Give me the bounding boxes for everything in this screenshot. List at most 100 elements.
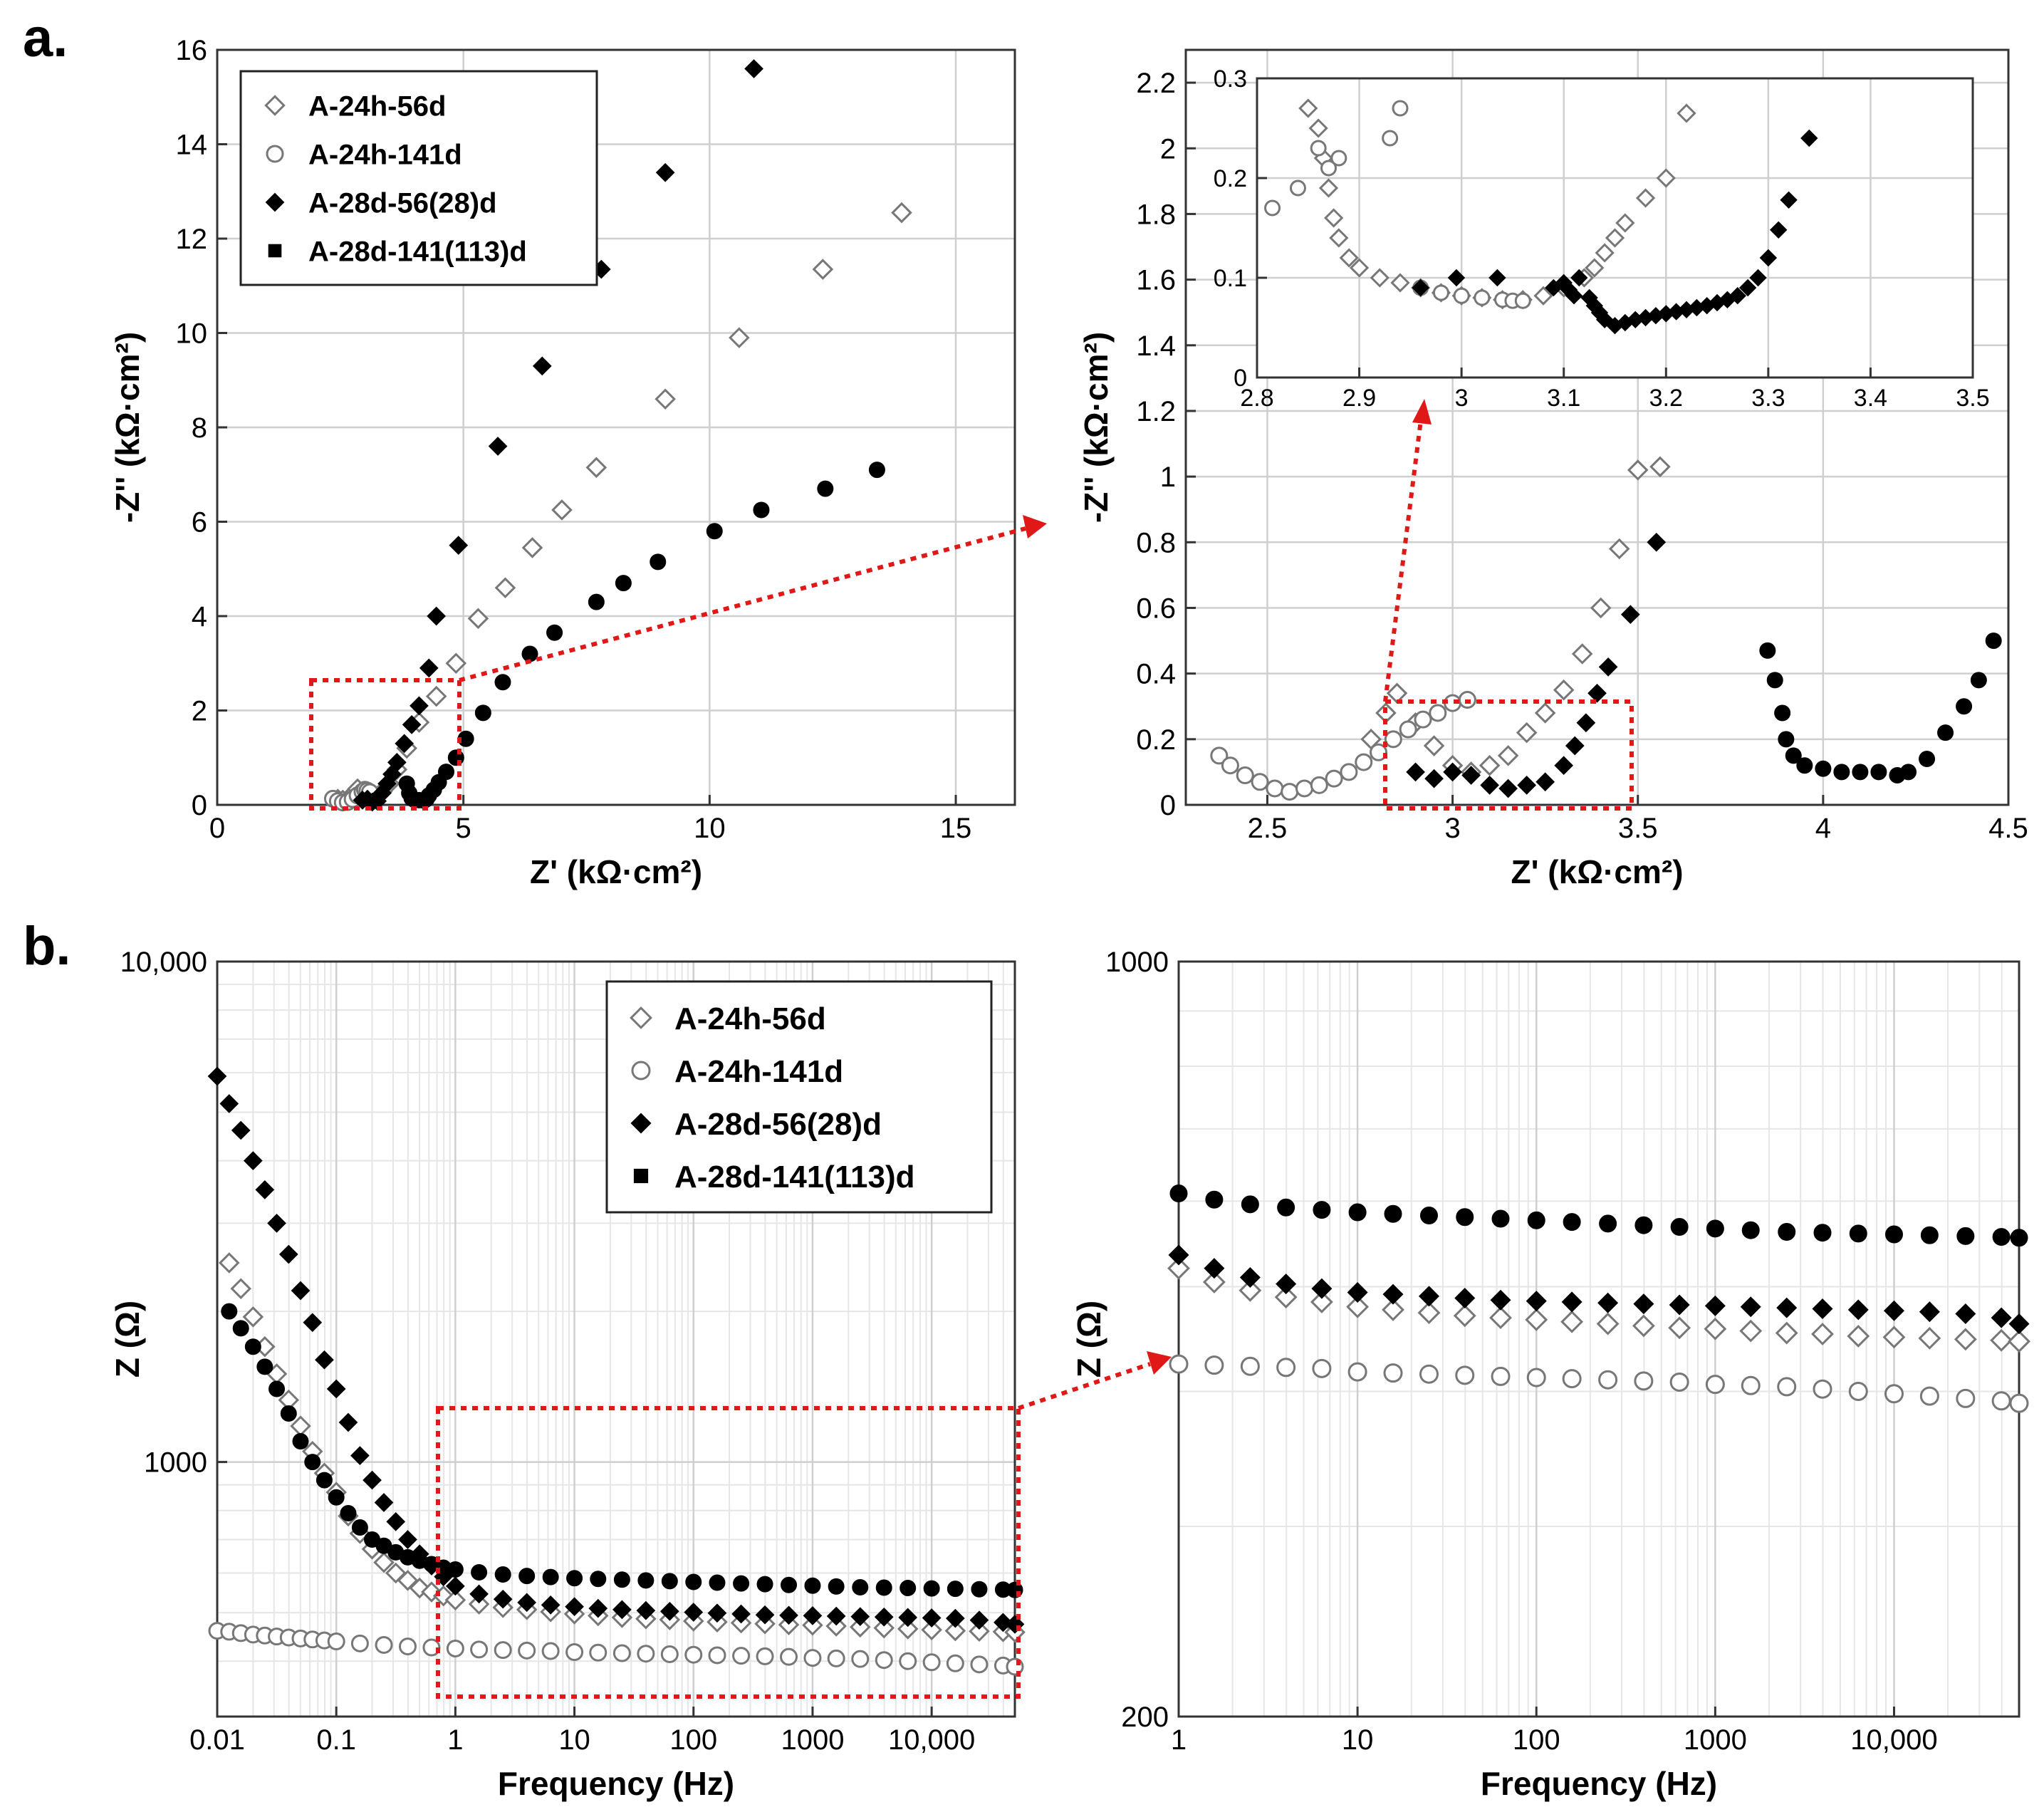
data-point-diamond-open	[1417, 1301, 1441, 1324]
data-point-circle-open	[631, 1061, 651, 1081]
data-point-diamond-filled	[874, 1607, 894, 1627]
y-tick-label: 6	[192, 507, 207, 538]
data-point-circle-open	[375, 1635, 393, 1654]
x-axis-label: Z' (kΩ·cm²)	[1511, 853, 1683, 890]
data-point-circle-open	[637, 1645, 655, 1663]
data-point-circle-filled	[328, 1489, 345, 1506]
data-point-circle-filled	[244, 1338, 261, 1355]
data-point-diamond-filled	[826, 1606, 846, 1626]
data-point-diamond-filled	[1498, 779, 1518, 798]
data-point-diamond-open	[1775, 1321, 1798, 1345]
data-point-diamond-filled	[1598, 657, 1618, 677]
data-point-diamond-filled	[1919, 1301, 1940, 1323]
data-point-diamond-filled	[922, 1608, 942, 1628]
data-point-circle-open	[1705, 1375, 1725, 1395]
data-point-circle-open	[899, 1652, 917, 1670]
series-A-28d-56(28)d	[353, 59, 763, 812]
data-point-circle-filled	[1384, 1204, 1402, 1223]
series-A-28d-56(28)d	[1406, 532, 1667, 798]
data-point-circle-filled	[661, 1573, 678, 1590]
data-point-diamond-filled	[1412, 278, 1429, 297]
data-point-circle-filled	[615, 575, 632, 592]
data-point-circle-open	[1310, 776, 1328, 794]
data-point-circle-open	[1236, 766, 1254, 785]
data-point-diamond-filled	[803, 1606, 823, 1625]
y-tick-label: 0.3	[1214, 66, 1247, 93]
data-point-circle-filled	[1833, 764, 1850, 781]
data-point-circle-filled	[2010, 1229, 2028, 1247]
data-point-circle-open	[1562, 1369, 1582, 1389]
data-point-circle-filled	[1670, 1218, 1689, 1236]
data-point-circle-filled	[221, 1303, 238, 1320]
data-point-circle-filled	[590, 1571, 607, 1588]
data-point-diamond-filled	[493, 1589, 513, 1609]
data-point-diamond-filled	[850, 1607, 870, 1627]
y-axis-label: Z (Ω)	[1070, 1301, 1107, 1378]
data-point-diamond-open	[425, 685, 447, 707]
data-point-circle-open	[1399, 720, 1417, 739]
y-tick-label: 1.8	[1136, 199, 1176, 230]
data-point-circle-filled	[756, 1576, 773, 1593]
zoom-region-a-right	[1383, 699, 1634, 811]
data-point-circle-filled	[1766, 672, 1783, 689]
data-point-circle-filled	[753, 501, 770, 519]
data-point-diamond-filled	[1005, 1615, 1025, 1634]
data-point-circle-open	[589, 1643, 608, 1662]
data-point-diamond-open	[729, 327, 750, 348]
data-point-circle-open	[350, 1634, 369, 1652]
zoom-arrow-a	[459, 526, 1026, 682]
data-point-diamond-filled	[655, 162, 675, 182]
data-point-circle-open	[1370, 743, 1388, 761]
data-point-diamond-open	[1596, 1312, 1620, 1335]
data-point-diamond-open	[1370, 268, 1389, 288]
chart-a-left: 0 5 10 15 0 2 4 6 8 10 12 14 16 Z' (kΩ·cm²) -Z'' (kΩ·c…	[109, 35, 1016, 890]
data-point-circle-filled	[1956, 698, 1973, 715]
y-tick-label: 16	[176, 35, 208, 66]
data-point-diamond-filled	[350, 1446, 370, 1465]
data-point-circle-filled	[868, 462, 885, 479]
data-point-diamond-filled	[265, 192, 285, 212]
data-point-circle-open	[1634, 1371, 1654, 1391]
data-point-diamond-open	[1608, 538, 1630, 560]
data-point-diamond-open	[1453, 1304, 1476, 1328]
data-point-circle-filled	[1920, 1226, 1939, 1244]
x-tick-label: 1	[447, 1724, 463, 1756]
y-tick-label: 10	[176, 318, 208, 350]
zoom-region-a-left	[309, 678, 462, 811]
data-point-diamond-open	[1167, 1256, 1190, 1280]
data-point-diamond-filled	[1418, 1286, 1439, 1307]
data-point-circle-filled	[1599, 1214, 1617, 1233]
zoom-annotations	[309, 399, 1634, 1699]
data-point-circle-filled	[706, 523, 723, 540]
data-point-circle-filled	[1205, 1190, 1224, 1209]
data-point-circle-filled	[437, 764, 454, 781]
data-point-circle-open	[1312, 1358, 1332, 1378]
legend-label: A-24h-56d	[674, 1001, 826, 1036]
series-A-28d-56(28)d	[1168, 1244, 2030, 1335]
data-point-circle-filled	[852, 1578, 869, 1595]
chart-a-right: 2.5 3 3.5 4 4.5 0 0.2 0.4 0.6 0.8 1 1.2 1.4 1.6 1.8 2 2.…	[1078, 48, 2028, 890]
data-point-circle-open	[446, 1639, 464, 1657]
x-tick-label: 10	[558, 1724, 590, 1756]
x-tick-label: 2.5	[1248, 813, 1288, 844]
data-point-circle-filled	[1563, 1213, 1581, 1232]
data-point-diamond-open	[1605, 228, 1625, 248]
x-tick-label: 10,000	[888, 1724, 975, 1756]
data-point-diamond-filled	[219, 1094, 239, 1113]
data-point-diamond-filled	[1812, 1298, 1833, 1320]
data-point-circle-open	[1429, 704, 1447, 722]
data-point-circle-filled	[474, 704, 491, 722]
data-point-circle-filled	[637, 1572, 655, 1589]
data-point-circle-filled	[947, 1581, 964, 1598]
data-point-diamond-open	[1310, 1291, 1333, 1313]
data-point-diamond-open	[1329, 228, 1349, 248]
data-point-diamond-open	[1525, 1308, 1548, 1331]
y-tick-label: 1.6	[1136, 265, 1176, 296]
data-point-diamond-filled	[612, 1600, 632, 1620]
data-point-circle-open	[1310, 140, 1327, 157]
legend-box	[605, 980, 993, 1214]
data-point-diamond-filled	[338, 1412, 358, 1432]
data-point-diamond-filled	[1406, 762, 1425, 782]
data-point-circle-filled	[232, 1320, 249, 1337]
x-tick-label: 10,000	[1850, 1724, 1937, 1756]
